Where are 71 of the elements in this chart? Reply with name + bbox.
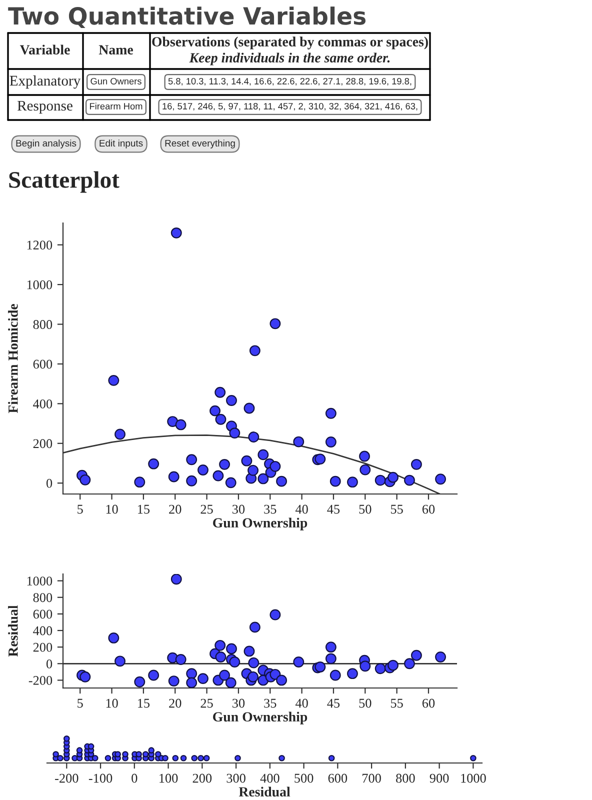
x-tick-label: -200 xyxy=(55,774,78,783)
y-axis-title: Residual xyxy=(8,605,18,657)
x-tick-label: 25 xyxy=(200,504,213,514)
x-tick-label: 100 xyxy=(160,774,178,783)
y-tick-label: 600 xyxy=(33,360,52,369)
text: Variable xyxy=(20,44,70,55)
x-tick-label: 30 xyxy=(232,698,245,708)
chart-title: Scatterplot xyxy=(9,171,120,193)
y-tick-label: 600 xyxy=(33,610,52,619)
x-axis-title: Gun Ownership xyxy=(213,518,308,530)
x-tick-label: 35 xyxy=(264,698,276,708)
x-tick-label: 30 xyxy=(232,504,245,514)
x-tick-label: 600 xyxy=(328,774,348,783)
x-tick-label: 0 xyxy=(132,774,138,783)
x-tick-label: 45 xyxy=(327,698,340,708)
x-tick-label: 60 xyxy=(422,698,435,708)
x-tick-label: 500 xyxy=(294,774,314,783)
x-tick-label: 10 xyxy=(106,698,118,708)
x-tick-label: 800 xyxy=(396,774,415,783)
x-tick-label: 200 xyxy=(192,774,212,783)
y-tick-label: 200 xyxy=(33,642,52,652)
y-axis-title: Firearm Homicide xyxy=(8,304,18,414)
text: 16, 517, 246, 5, 97, 118, 11, 457, 2, 310, 32, 364, 321, 416, 63, xyxy=(162,102,418,111)
y-tick-label: 0 xyxy=(46,659,52,668)
x-tick-label: 50 xyxy=(359,698,372,708)
y-tick-label: 1200 xyxy=(27,240,52,250)
text: Begin analysis xyxy=(16,140,76,148)
y-tick-label: 400 xyxy=(33,626,52,636)
x-tick-label: 50 xyxy=(359,504,372,514)
x-axis-title: Gun Ownership xyxy=(213,712,308,724)
x-tick-label: 25 xyxy=(200,698,213,708)
text: Two Quantitative Variables xyxy=(8,6,366,28)
x-tick-label: 400 xyxy=(260,774,280,783)
text: Gun Owners xyxy=(90,78,142,84)
x-axis-title: Residual xyxy=(238,786,290,797)
text: Firearm Hom xyxy=(90,102,142,110)
text: Observations (separated by commas or spaces) xyxy=(152,36,428,50)
text: Explanatory xyxy=(10,75,81,89)
x-tick-label: 55 xyxy=(390,698,403,708)
text: Name xyxy=(98,45,133,54)
text: Edit inputs xyxy=(100,140,143,148)
x-tick-label: 15 xyxy=(138,504,150,514)
y-tick-label: 200 xyxy=(33,439,52,448)
x-tick-label: 10 xyxy=(106,504,118,514)
x-tick-label: 700 xyxy=(362,774,381,783)
x-tick-label: 5 xyxy=(78,698,83,708)
y-tick-label: 1000 xyxy=(27,280,52,290)
text: Keep individuals in the same order. xyxy=(189,52,390,66)
text: 5.8, 10.3, 11.3, 14.4, 16.6, 22.6, 22.6, 27.1, 28.8, 19.6, 19.8, xyxy=(168,78,412,86)
text: Reset everything xyxy=(165,140,235,148)
y-tick-label: 800 xyxy=(33,593,52,602)
x-tick-label: 300 xyxy=(226,774,246,783)
x-tick-label: 35 xyxy=(264,504,276,514)
x-tick-label: 20 xyxy=(169,504,182,514)
x-tick-label: 45 xyxy=(327,504,340,514)
x-tick-label: 900 xyxy=(430,774,449,783)
x-tick-label: 40 xyxy=(295,504,308,514)
x-tick-label: 40 xyxy=(295,698,308,708)
y-tick-label: -200 xyxy=(28,676,52,685)
x-tick-label: 20 xyxy=(169,698,182,708)
y-tick-label: 1000 xyxy=(27,576,52,586)
x-tick-label: 1000 xyxy=(461,774,486,783)
x-tick-label: -100 xyxy=(88,774,112,783)
text: Response xyxy=(17,100,72,114)
x-tick-label: 15 xyxy=(138,698,150,708)
x-tick-label: 55 xyxy=(390,504,403,514)
y-tick-label: 800 xyxy=(33,320,52,329)
y-tick-label: 0 xyxy=(46,478,52,488)
x-tick-label: 5 xyxy=(78,504,83,514)
x-tick-label: 60 xyxy=(422,504,435,514)
y-tick-label: 400 xyxy=(33,399,52,408)
